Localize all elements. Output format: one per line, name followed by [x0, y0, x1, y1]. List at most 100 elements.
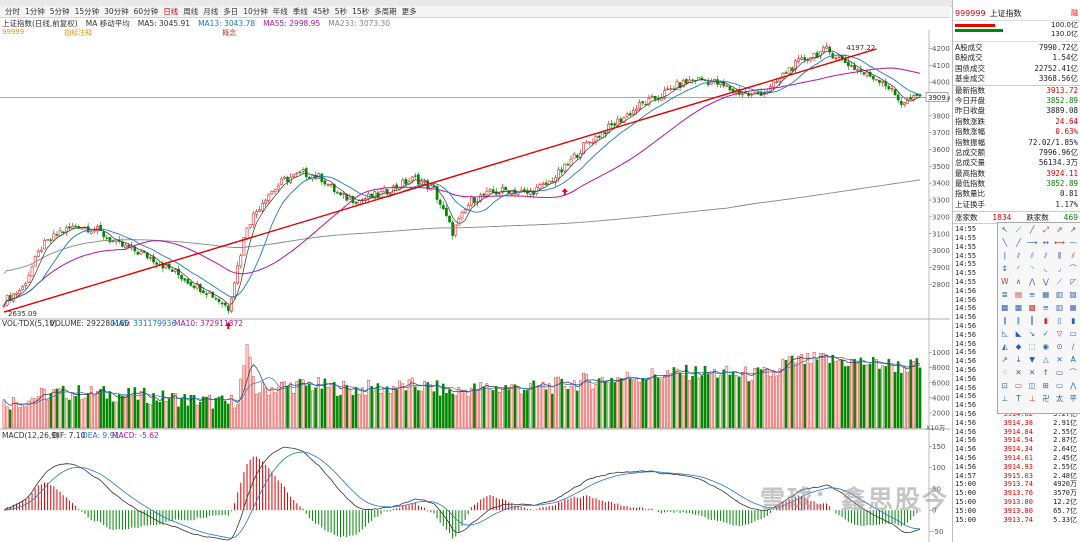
draw-tool-icon[interactable]: ⟶	[1026, 237, 1038, 247]
draw-tool-icon[interactable]: ⋁	[1042, 276, 1049, 286]
drawing-tools-palette[interactable]: ↖ ⟋ ╱ ⤢ ⇗ ↗ ╲ ╱ ⟶ ↔ ⟷ — ǀ ⫽ ⫽ ⫽ ⫼ ⫽ ↕ ◜ ◝ ◟ ◞ ⌒ W ∧ ⋀ ⋁ ⟋ ◸ ≣ ▤ ≡ ▦ ▥ ▧ ▩ ▩ ▩ ≡…	[997, 222, 1080, 414]
period-button[interactable]: 5分钟	[49, 7, 70, 16]
draw-tool-icon[interactable]: ↑	[1042, 367, 1049, 377]
draw-tool-icon[interactable]: ⬚	[1028, 341, 1036, 351]
draw-tool-icon[interactable]: ▯	[1057, 315, 1062, 325]
draw-tool-icon[interactable]: ▦	[1042, 289, 1050, 299]
period-button[interactable]: 年线	[272, 7, 288, 16]
draw-tool-icon[interactable]: ✕	[1056, 354, 1063, 364]
period-button[interactable]: 10分钟	[243, 7, 268, 16]
draw-tool-icon[interactable]: ✓	[1042, 328, 1049, 338]
draw-tool-icon[interactable]: ◣	[1015, 328, 1022, 338]
period-button[interactable]: 45秒	[312, 7, 330, 16]
draw-tool-icon[interactable]: ▩	[1014, 302, 1023, 312]
draw-tool-icon[interactable]: ╱	[1016, 237, 1021, 247]
draw-tool-icon[interactable]: ▦	[1069, 302, 1077, 312]
draw-tool-icon[interactable]: ▭	[1055, 380, 1064, 390]
draw-tool-icon[interactable]: ▩	[1001, 302, 1009, 312]
draw-tool-icon[interactable]: ⌒	[1069, 367, 1077, 377]
draw-tool-icon[interactable]: ⊙	[1056, 341, 1063, 351]
draw-tool-icon[interactable]: ⊡	[1001, 380, 1008, 390]
draw-tool-icon[interactable]: ↔	[1042, 237, 1049, 247]
period-button[interactable]: 季线	[292, 7, 308, 16]
draw-tool-icon[interactable]: ▥	[1055, 289, 1064, 299]
draw-tool-icon[interactable]: ≣	[1001, 289, 1008, 299]
draw-tool-icon[interactable]: ╱	[1029, 224, 1035, 234]
draw-tool-icon[interactable]: ◉	[1042, 341, 1050, 351]
period-button[interactable]: 15秒	[352, 7, 370, 16]
draw-tool-icon[interactable]: ▼	[1029, 354, 1036, 364]
draw-tool-icon[interactable]: ⤢	[1042, 224, 1049, 234]
draw-tool-icon[interactable]: ↕	[1001, 263, 1008, 273]
draw-tool-icon[interactable]: 平	[1069, 393, 1077, 403]
draw-tool-icon[interactable]: ▥	[1055, 302, 1064, 312]
draw-tool-icon[interactable]: ▩	[1028, 302, 1036, 312]
period-button[interactable]: 更多	[401, 7, 417, 16]
draw-tool-icon[interactable]: ⊞	[1042, 380, 1049, 390]
draw-tool-icon[interactable]: W	[1001, 276, 1009, 286]
draw-tool-icon[interactable]: ◝	[1030, 263, 1034, 273]
draw-tool-icon[interactable]: ▭	[1055, 367, 1064, 377]
draw-tool-icon[interactable]: ║	[1029, 315, 1035, 325]
draw-tool-icon[interactable]: ✕	[1015, 367, 1022, 377]
draw-tool-icon[interactable]: ↓	[1015, 354, 1022, 364]
draw-tool-icon[interactable]: ⫽	[1044, 250, 1048, 260]
draw-tool-icon[interactable]: A	[1070, 354, 1076, 364]
draw-tool-icon[interactable]: ◭	[1001, 341, 1008, 351]
draw-tool-icon[interactable]: ↘	[1029, 328, 1036, 338]
draw-tool-icon[interactable]: ⋀	[1029, 276, 1036, 286]
draw-tool-icon[interactable]: ⟋	[1056, 276, 1063, 286]
draw-tool-icon[interactable]: ▤	[1014, 289, 1023, 299]
draw-tool-icon[interactable]: ◺	[1001, 328, 1008, 338]
draw-tool-icon[interactable]: ✕	[1029, 367, 1036, 377]
draw-tool-icon[interactable]: ◞	[1058, 263, 1061, 273]
draw-tool-icon[interactable]: ♢	[1001, 367, 1009, 377]
draw-tool-icon[interactable]: ◜	[1017, 263, 1020, 273]
draw-tool-icon[interactable]: ⋀	[1070, 380, 1077, 390]
period-button[interactable]: 日线	[163, 7, 179, 16]
draw-tool-icon[interactable]: ⇗	[1056, 224, 1063, 234]
draw-tool-icon[interactable]: ↖	[1001, 224, 1008, 234]
draw-tool-icon[interactable]: △	[1042, 354, 1049, 364]
draw-tool-icon[interactable]: ◫	[1028, 380, 1036, 390]
period-button[interactable]: 15分钟	[74, 7, 100, 16]
draw-tool-icon[interactable]: ∕	[1071, 341, 1075, 351]
draw-tool-icon[interactable]: ↗	[1001, 354, 1008, 364]
draw-tool-icon[interactable]: ◟	[1044, 263, 1048, 273]
draw-tool-icon[interactable]: ⫼	[1057, 250, 1062, 260]
draw-tool-icon[interactable]: ◆	[1015, 341, 1022, 351]
draw-tool-icon[interactable]: ▽	[1056, 328, 1063, 338]
draw-tool-icon[interactable]: ǀ	[1003, 250, 1006, 260]
period-button[interactable]: 周线	[183, 7, 199, 16]
draw-tool-icon[interactable]: ≡	[1042, 302, 1049, 312]
draw-tool-icon[interactable]: ⫽	[1071, 250, 1075, 260]
draw-tool-icon[interactable]: ⟋	[1015, 224, 1022, 234]
period-button[interactable]: 多周期	[374, 7, 397, 16]
period-button[interactable]: 多日	[223, 7, 239, 16]
draw-tool-icon[interactable]: ⫽	[1016, 250, 1021, 260]
period-button[interactable]: 1分钟	[25, 7, 45, 16]
draw-tool-icon[interactable]: 卍	[1042, 393, 1050, 403]
draw-tool-icon[interactable]: T	[1016, 393, 1021, 403]
draw-tool-icon[interactable]: ⊥	[1001, 393, 1009, 403]
period-button[interactable]: 60分钟	[133, 7, 159, 16]
draw-tool-icon[interactable]: —	[1069, 237, 1077, 247]
draw-tool-icon[interactable]: ▮	[1071, 315, 1076, 325]
draw-tool-icon[interactable]: ↗	[1070, 224, 1077, 234]
draw-tool-icon[interactable]: ≡	[1029, 289, 1036, 299]
period-button[interactable]: 5秒	[334, 7, 348, 16]
draw-tool-icon[interactable]: ⊥	[1028, 393, 1036, 403]
period-button[interactable]: 月线	[203, 7, 219, 16]
draw-tool-icon[interactable]: ⟷	[1054, 237, 1065, 247]
draw-tool-icon[interactable]: ∥	[1002, 315, 1007, 325]
draw-tool-icon[interactable]: ⫽	[1030, 250, 1034, 260]
draw-tool-icon[interactable]: ∧	[1015, 276, 1022, 286]
draw-tool-icon[interactable]: ╲	[1002, 237, 1008, 247]
draw-tool-icon[interactable]: 太	[1055, 393, 1064, 403]
draw-tool-icon[interactable]: ▧	[1069, 289, 1077, 299]
draw-tool-icon[interactable]: ▭	[1069, 328, 1077, 338]
draw-tool-icon[interactable]: ⌒	[1069, 263, 1077, 273]
period-button[interactable]: 分时	[5, 7, 20, 16]
ma-indicator-name[interactable]: MA 移动平均	[85, 18, 130, 28]
